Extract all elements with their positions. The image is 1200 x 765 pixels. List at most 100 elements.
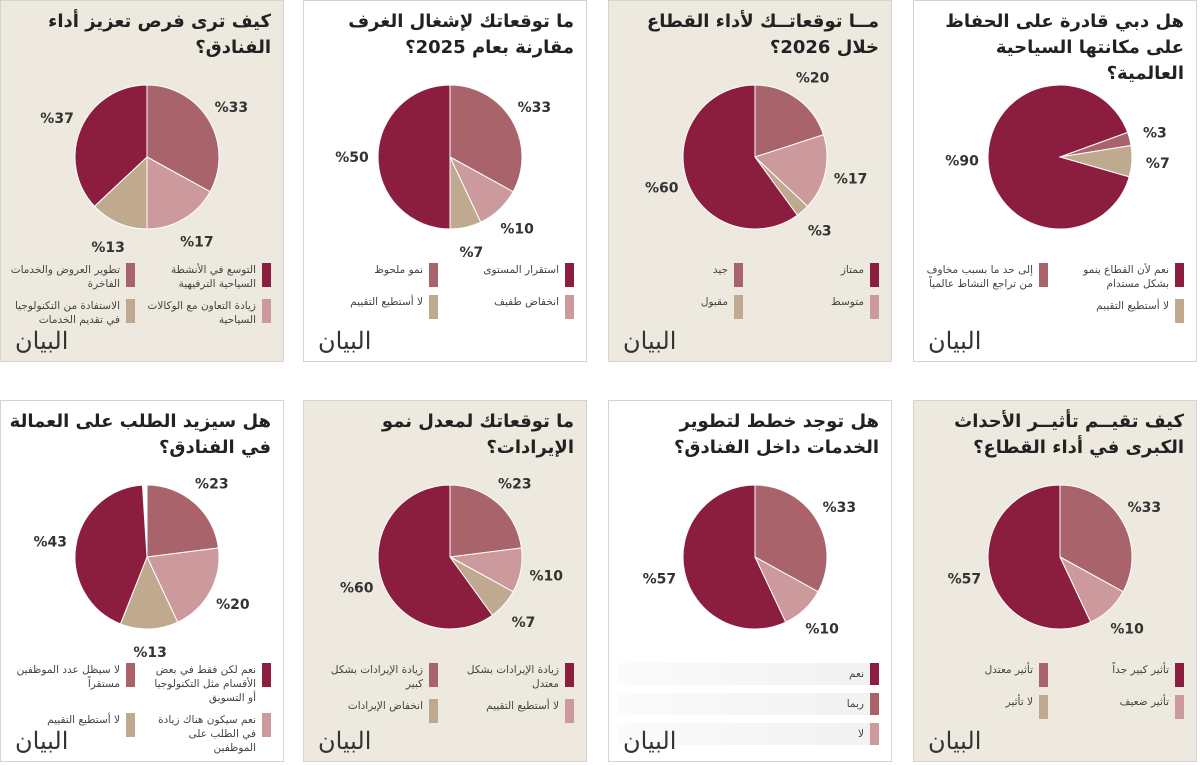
legend-label: متوسط — [831, 296, 864, 308]
pie-slice — [987, 84, 1130, 230]
slice-percent-label: %50 — [335, 150, 369, 166]
slice-percent-label: %20 — [216, 597, 250, 613]
legend-item: نعم لكن فقط في بعض الأقسام مثل التكنولوج… — [145, 663, 271, 705]
legend-item: التوسع في الأنشطة السياحية الترفيهية — [145, 263, 271, 291]
legend-label: لا أستطيع التقييم — [1096, 300, 1169, 312]
pie-slice — [74, 84, 148, 207]
slice-percent-label: %60 — [340, 580, 374, 596]
legend-item: لا أستطيع التقييم — [448, 699, 574, 723]
legend-label: لا أستطيع التقييم — [47, 714, 120, 726]
chart-legend: نعم لكن فقط في بعض الأقسام مثل التكنولوج… — [9, 663, 271, 755]
chart-title: هل سيزيد الطلب على العمالة في الفنادق؟ — [9, 411, 271, 458]
chart-title: ما توقعاتك لإشغال الغرف مقارنة بعام 2025… — [348, 11, 574, 58]
slice-percent-label: %23 — [195, 476, 229, 492]
legend-item: زيادة الإيرادات بشكل معتدل — [448, 663, 574, 691]
chart-legend: نعم ربما لا — [617, 663, 879, 753]
pie-slice — [754, 134, 828, 207]
chart-legend: ممتاز جيد متوسط مقبول — [617, 263, 879, 319]
legend-label: لا أستطيع التقييم — [350, 296, 423, 308]
legend-swatch — [565, 699, 574, 723]
slice-percent-label: %10 — [500, 221, 534, 237]
slice-percent-label: %33 — [1128, 500, 1162, 516]
pie-slice — [377, 84, 451, 230]
legend-label: تأثير ضعيف — [1119, 696, 1169, 708]
pie-chart: %3 %7 %90 — [945, 84, 1170, 230]
slice-percent-label: %17 — [834, 171, 868, 187]
pie-slice — [682, 84, 799, 230]
legend-item: إلى حد ما بسبب مخاوف من تراجع النشاط عال… — [922, 263, 1048, 291]
legend-label: لا أستطيع التقييم — [486, 700, 559, 712]
legend-swatch — [870, 693, 879, 715]
pie-slice — [754, 484, 828, 593]
legend-item: ربما — [617, 693, 879, 715]
legend-item: لا أستطيع التقييم — [9, 713, 135, 755]
albayan-logo: البيان — [15, 327, 69, 355]
slice-percent-label: %57 — [643, 571, 677, 587]
albayan-logo: البيان — [15, 727, 69, 755]
chart-title: مــا توقعاتــك لأداء القطاع خلال 2026؟ — [646, 11, 879, 58]
legend-swatch — [429, 663, 438, 687]
legend-swatch — [262, 263, 271, 287]
slice-percent-label: %33 — [215, 100, 249, 116]
slice-percent-label: %37 — [40, 111, 74, 127]
pie-slice — [119, 555, 179, 630]
pie-slice — [682, 484, 787, 630]
legend-item: زيادة الإيرادات بشكل كبير — [312, 663, 438, 691]
legend-swatch — [262, 663, 271, 687]
legend-label: لا تأثير — [1005, 696, 1033, 708]
slice-percent-label: %7 — [459, 245, 483, 261]
slice-percent-label: %3 — [1143, 125, 1167, 141]
chart-panel: كيف ترى فرص تعزيز أداء الفنادق؟ %33 %17 %13… — [0, 0, 284, 362]
pie-slice — [754, 84, 825, 158]
legend-item: انخفاض طفيف — [448, 295, 574, 319]
pie-chart: %33 %10 %57 — [948, 484, 1162, 637]
legend-swatch — [565, 263, 574, 287]
legend-label: تطوير العروض والخدمات الفاخرة — [10, 264, 120, 290]
legend-item: استقرار المستوى — [448, 263, 574, 287]
chart-legend: تأثير كبير جداً تأثير معتدل تأثير ضعيف لا ت… — [922, 663, 1184, 719]
legend-label: نعم لكن فقط في بعض الأقسام مثل التكنولوج… — [154, 664, 256, 704]
legend-item: تأثير معتدل — [922, 663, 1048, 687]
chart-panel: هل توجد خطط لتطوير الخدمات داخل الفنادق؟… — [608, 400, 892, 762]
legend-item: تأثير كبير جداً — [1058, 663, 1184, 687]
albayan-logo: البيان — [623, 327, 677, 355]
legend-label: نعم لأن القطاع ينمو بشكل مستدام — [1083, 264, 1169, 290]
slice-percent-label: %10 — [1110, 621, 1144, 637]
legend-swatch — [1039, 695, 1048, 719]
slice-percent-label: %57 — [948, 571, 982, 587]
chart-panel: هل دبي قادرة على الحفاظ على مكانتها السي… — [913, 0, 1197, 362]
legend-swatch — [126, 299, 135, 323]
slice-percent-label: %33 — [823, 500, 857, 516]
legend-swatch — [429, 263, 438, 287]
legend-swatch — [734, 295, 743, 319]
legend-item: لا — [617, 723, 879, 745]
albayan-logo: البيان — [928, 727, 982, 755]
chart-title: هل توجد خطط لتطوير الخدمات داخل الفنادق؟ — [673, 411, 879, 458]
legend-label: ممتاز — [840, 264, 864, 276]
pie-slice — [449, 484, 522, 558]
legend-item: لا سيظل عدد الموظفين مستقراً — [9, 663, 135, 705]
legend-swatch — [126, 663, 135, 687]
pie-chart: %23 %10 %7 %60 — [340, 476, 563, 630]
legend-swatch — [126, 263, 135, 287]
legend-label: استقرار المستوى — [483, 264, 559, 276]
legend-swatch — [1175, 299, 1184, 323]
legend-swatch — [262, 299, 271, 323]
pie-slice — [74, 484, 148, 625]
slice-percent-label: %60 — [645, 180, 679, 196]
chart-panel: ما توقعاتك لمعدل نمو الإيرادات؟ %23 %10 %7%… — [303, 400, 587, 762]
legend-item: مقبول — [617, 295, 743, 319]
pie-slice — [146, 547, 220, 623]
legend-label: انخفاض الإيرادات — [347, 700, 423, 712]
legend-label: نعم سيكون هناك زيادة في الطلب على الموظف… — [158, 714, 256, 754]
pie-slice — [987, 484, 1092, 630]
slice-percent-label: %17 — [180, 234, 214, 250]
legend-label: التوسع في الأنشطة السياحية الترفيهية — [171, 264, 256, 290]
legend-item: الاستفادة من التكنولوجيا في تقديم الخدما… — [9, 299, 135, 327]
legend-swatch — [870, 663, 879, 685]
pie-slice — [449, 84, 523, 193]
legend-item: ممتاز — [753, 263, 879, 287]
legend-label: لا — [858, 728, 864, 740]
legend-item: تطوير العروض والخدمات الفاخرة — [9, 263, 135, 291]
chart-panel: كيف تقيــم تأثيــر الأحداث الكبرى في أدا… — [913, 400, 1197, 762]
